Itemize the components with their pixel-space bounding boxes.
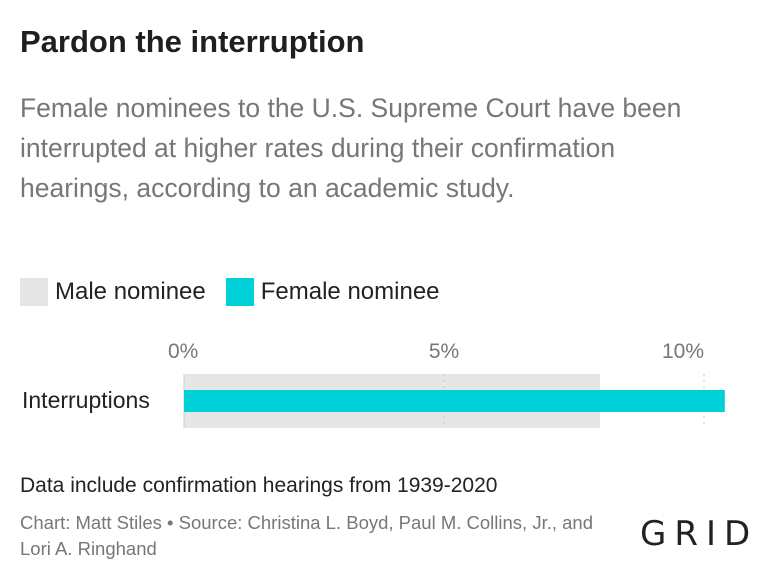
chart-subtitle: Female nominees to the U.S. Supreme Cour…: [20, 93, 682, 203]
legend-item-male: Male nominee: [20, 278, 206, 306]
grid-logo: GRID: [640, 514, 759, 554]
chart-title: Pardon the interruption: [20, 24, 365, 59]
category-label-interruptions: Interruptions: [22, 387, 150, 413]
legend-swatch-male: [20, 278, 48, 306]
legend-label-female: Female nominee: [260, 278, 440, 305]
chart-source: Chart: Matt Stiles • Source: Christina L…: [20, 512, 594, 559]
legend-swatch-female: [225, 278, 254, 306]
legend-item-female: Female nominee: [225, 278, 440, 306]
legend-label-male: Male nominee: [55, 278, 206, 305]
bar-chart: 0% 5% 10% Interruptions: [22, 340, 725, 428]
bar-female-interruptions: [184, 390, 725, 412]
chart-note: Data include confirmation hearings from …: [20, 474, 498, 497]
x-tick-label-5: 5%: [429, 340, 459, 363]
legend: Male nominee Female nominee: [20, 278, 460, 306]
x-tick-label-10: 10%: [662, 340, 704, 363]
x-tick-label-0: 0%: [168, 340, 198, 363]
